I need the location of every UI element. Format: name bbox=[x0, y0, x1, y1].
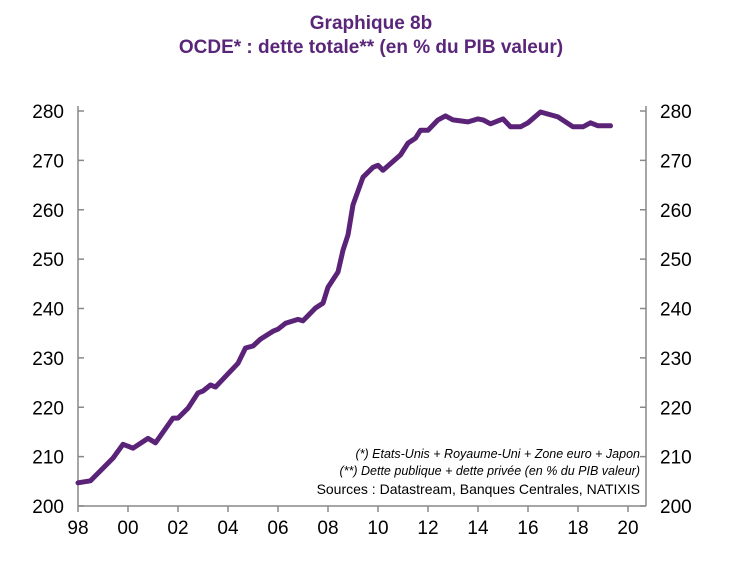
y-tick-label-left: 200 bbox=[32, 497, 64, 518]
x-tick-label: 98 bbox=[67, 518, 88, 539]
x-tick-label: 04 bbox=[217, 518, 239, 539]
series-line-dette-totale bbox=[75, 109, 613, 486]
y-tick-label-right: 270 bbox=[660, 151, 692, 172]
chart-title: Graphique 8b bbox=[309, 13, 433, 34]
y-tick-label-right: 210 bbox=[660, 448, 692, 469]
x-tick-label: 14 bbox=[467, 518, 489, 539]
y-tick-label-left: 260 bbox=[32, 201, 64, 222]
y-tick-label-right: 250 bbox=[660, 250, 692, 271]
y-tick-label-left: 280 bbox=[32, 102, 64, 123]
x-tick-label: 12 bbox=[417, 518, 438, 539]
y-tick-label-left: 240 bbox=[32, 300, 64, 321]
y-tick-label-left: 230 bbox=[32, 349, 64, 370]
footnote-debt: (**) Dette publique + dette privée (en %… bbox=[339, 464, 640, 478]
sources-note: Sources : Datastream, Banques Centrales,… bbox=[316, 481, 640, 497]
footnote-countries: (*) Etats-Unis + Royaume-Uni + Zone euro… bbox=[355, 447, 640, 461]
x-tick-label: 16 bbox=[517, 518, 538, 539]
chart-subtitle: OCDE* : dette totale** (en % du PIB vale… bbox=[178, 37, 564, 58]
y-tick-label-right: 280 bbox=[660, 102, 692, 123]
y-tick-label-left: 270 bbox=[32, 151, 64, 172]
x-tick-label: 00 bbox=[117, 518, 138, 539]
x-tick-label: 10 bbox=[367, 518, 388, 539]
y-tick-label-left: 210 bbox=[32, 448, 64, 469]
y-tick-label-right: 240 bbox=[660, 300, 692, 321]
x-tick-label: 20 bbox=[617, 518, 638, 539]
x-tick-label: 08 bbox=[317, 518, 338, 539]
x-tick-label: 06 bbox=[267, 518, 288, 539]
y-tick-label-left: 250 bbox=[32, 250, 64, 271]
y-tick-label-right: 260 bbox=[660, 201, 692, 222]
x-tick-label: 02 bbox=[167, 518, 188, 539]
y-tick-label-right: 200 bbox=[660, 497, 692, 518]
y-tick-label-right: 220 bbox=[660, 398, 692, 419]
y-tick-label-left: 220 bbox=[32, 398, 64, 419]
y-tick-label-right: 230 bbox=[660, 349, 692, 370]
x-tick-label: 18 bbox=[567, 518, 588, 539]
